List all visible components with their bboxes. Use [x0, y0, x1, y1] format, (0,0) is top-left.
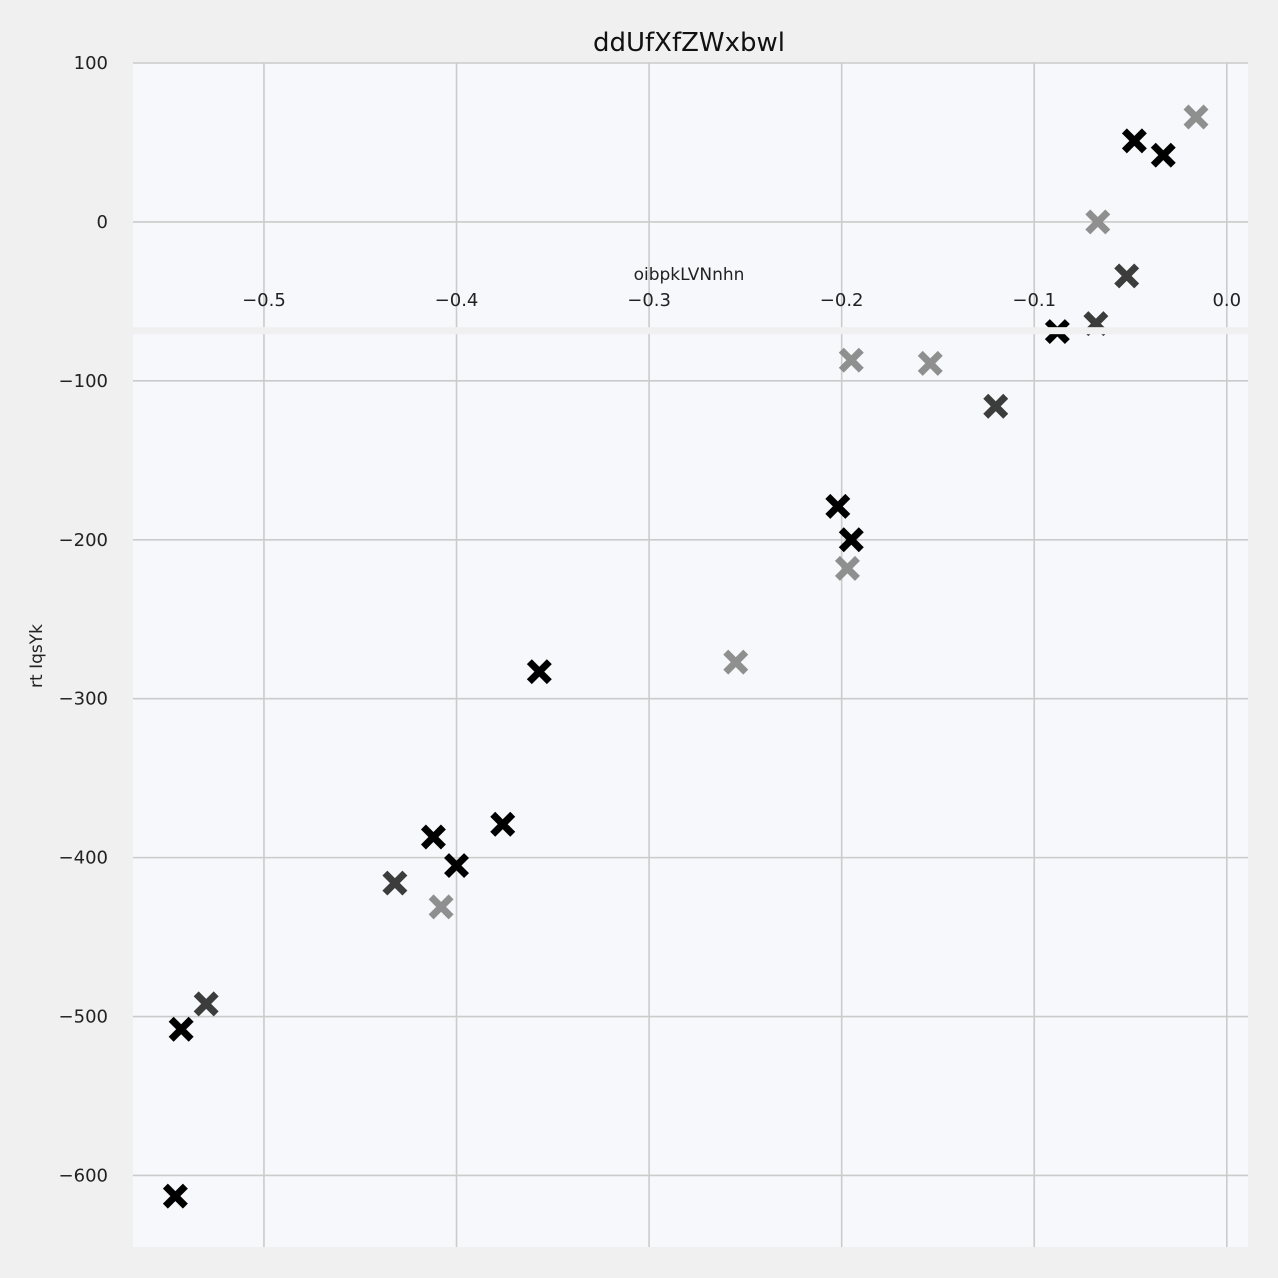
data-point	[838, 527, 864, 553]
y-tick-label: −200	[59, 530, 108, 551]
data-point	[1085, 209, 1111, 235]
marker-stroke	[917, 350, 943, 376]
y-tick-label: 100	[74, 53, 108, 74]
x-axis-band	[133, 327, 1248, 335]
data-point	[162, 1183, 188, 1209]
marker-stroke	[193, 991, 219, 1017]
y-tick-label: 0	[97, 212, 108, 233]
y-tick-label: −300	[59, 689, 108, 710]
data-point	[983, 393, 1009, 419]
y-axis-label: rt IqsYk	[27, 624, 47, 688]
marker-stroke	[825, 493, 851, 519]
data-point	[444, 853, 469, 879]
data-points	[162, 104, 1209, 1209]
data-point	[838, 347, 864, 373]
marker-stroke	[838, 347, 864, 373]
data-point	[917, 350, 943, 376]
marker-stroke	[1150, 142, 1176, 168]
data-point	[723, 649, 749, 675]
data-point	[193, 991, 219, 1017]
y-tick-label: −100	[59, 371, 108, 392]
data-point	[1183, 104, 1209, 130]
x-tick-label: −0.3	[627, 290, 671, 311]
x-tick-label: 0.0	[1212, 290, 1241, 311]
marker-stroke	[1114, 263, 1140, 289]
data-point	[825, 493, 851, 519]
x-tick-label: −0.5	[242, 290, 286, 311]
y-tick-labels: 100 0 −100 −200 −300 −400 −500 −600	[59, 53, 108, 1186]
x-tick-label: −0.1	[1012, 290, 1056, 311]
marker-stroke	[1183, 104, 1209, 130]
marker-stroke	[444, 853, 469, 879]
marker-stroke	[1121, 128, 1147, 154]
data-point	[420, 824, 446, 850]
marker-stroke	[428, 894, 454, 920]
marker-stroke	[490, 811, 516, 837]
marker-stroke	[162, 1183, 188, 1209]
plot-area	[133, 63, 1248, 1247]
marker-stroke	[838, 527, 864, 553]
x-tick-label: −0.4	[435, 290, 479, 311]
data-point	[1150, 142, 1176, 168]
chart-title: ddUfXfZWxbwl	[593, 28, 785, 58]
marker-stroke	[420, 824, 446, 850]
marker-stroke	[526, 659, 552, 685]
data-point	[428, 894, 454, 920]
y-tick-label: −600	[59, 1165, 108, 1186]
data-point	[526, 659, 552, 685]
data-point	[382, 870, 408, 896]
marker-stroke	[723, 649, 749, 675]
marker-stroke	[382, 870, 408, 896]
y-tick-label: −500	[59, 1007, 108, 1028]
x-tick-label: −0.2	[820, 290, 864, 311]
grid-lines	[133, 62, 1248, 1247]
marker-stroke	[1085, 209, 1111, 235]
marker-stroke	[168, 1016, 194, 1042]
data-point	[1121, 128, 1147, 154]
x-axis-label: oibpkLVNnhn	[634, 265, 745, 285]
data-point	[490, 811, 516, 837]
y-tick-label: −400	[59, 848, 108, 869]
data-point	[834, 555, 860, 581]
marker-stroke	[834, 555, 860, 581]
data-point	[1114, 263, 1140, 289]
marker-stroke	[983, 393, 1009, 419]
x-tick-labels: −0.5 −0.4 −0.3 −0.2 −0.1 0.0	[242, 290, 1241, 311]
data-point	[168, 1016, 194, 1042]
